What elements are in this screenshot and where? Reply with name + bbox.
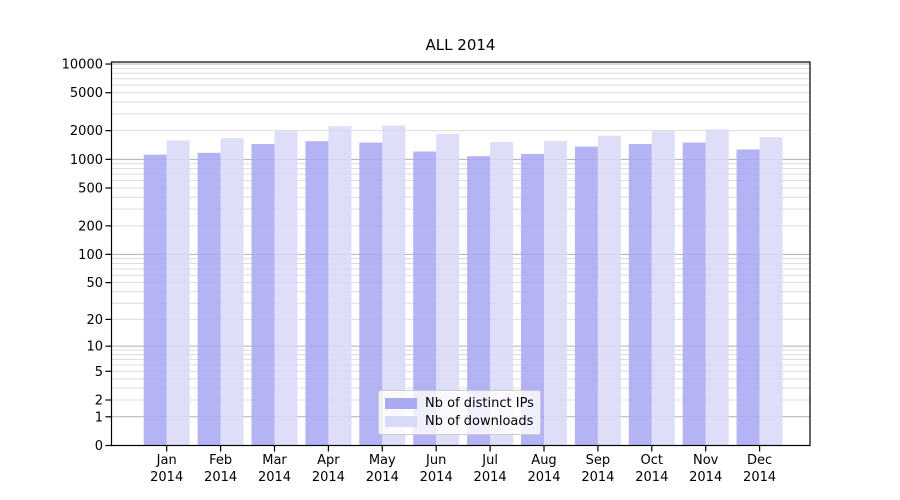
- x-tick-label-year: 2014: [527, 470, 560, 485]
- bar-distinct-ips-dec: [736, 149, 760, 446]
- x-tick-label-year: 2014: [689, 470, 722, 485]
- bar-distinct-ips-feb: [197, 152, 221, 446]
- x-tick-label-year: 2014: [150, 470, 183, 485]
- bar-downloads-oct: [651, 131, 675, 446]
- x-tick-label-year: 2014: [474, 470, 507, 485]
- y-tick-label: 20: [86, 313, 103, 328]
- bar-downloads-jan: [166, 140, 190, 445]
- legend-swatch-downloads: [385, 416, 417, 427]
- bar-downloads-sep: [597, 135, 621, 445]
- bar-distinct-ips-oct: [628, 143, 652, 445]
- bar-distinct-ips-sep: [574, 146, 598, 445]
- x-tick-label-year: 2014: [420, 470, 453, 485]
- y-tick-label: 2000: [70, 124, 103, 139]
- legend-item-distinct-ips: Nb of distinct IPs: [385, 395, 540, 411]
- legend-item-downloads: Nb of downloads: [385, 413, 540, 429]
- y-tick-label: 50: [86, 276, 103, 291]
- x-tick-label-month: Nov: [693, 453, 719, 468]
- y-tick-label: 200: [78, 219, 103, 234]
- x-tick-label-year: 2014: [366, 470, 399, 485]
- x-tick-label-month: Aug: [531, 453, 556, 468]
- legend: Nb of distinct IPs Nb of downloads: [378, 390, 541, 435]
- y-tick-label: 10000: [62, 58, 103, 73]
- bar-downloads-aug: [544, 140, 567, 445]
- bar-distinct-ips-nov: [682, 142, 706, 446]
- x-tick-label-year: 2014: [581, 470, 614, 485]
- x-tick-label-year: 2014: [635, 470, 668, 485]
- x-tick-label-month: Feb: [209, 453, 232, 468]
- bar-distinct-ips-jun: [413, 151, 437, 445]
- x-tick-label-year: 2014: [743, 470, 776, 485]
- legend-label-distinct-ips: Nb of distinct IPs: [425, 395, 534, 411]
- y-tick-label: 1000: [70, 153, 103, 168]
- y-tick-label: 500: [78, 182, 103, 197]
- x-tick-label-month: Dec: [747, 453, 772, 468]
- y-tick-label: 1: [95, 410, 103, 425]
- bar-distinct-ips-aug: [521, 153, 544, 445]
- x-tick-label-month: Jun: [425, 453, 446, 468]
- bar-downloads-jun: [436, 133, 460, 445]
- bar-downloads-dec: [759, 137, 783, 445]
- x-tick-label-year: 2014: [312, 470, 345, 485]
- x-tick-label-month: May: [369, 453, 396, 468]
- bar-downloads-nov: [705, 129, 729, 445]
- x-tick-label-month: Apr: [317, 453, 340, 468]
- axes-frame: [110, 61, 811, 447]
- bar-downloads-may: [382, 125, 406, 445]
- x-tick-label-year: 2014: [258, 470, 291, 485]
- bar-distinct-ips-mar: [251, 143, 275, 445]
- bar-downloads-apr: [328, 126, 352, 446]
- x-tick-label-month: Sep: [586, 453, 611, 468]
- bar-distinct-ips-apr: [305, 141, 329, 445]
- x-tick-label-month: Jul: [481, 453, 498, 468]
- bar-downloads-mar: [274, 131, 298, 445]
- y-tick-label: 2: [95, 393, 103, 408]
- bar-downloads-jul: [490, 142, 514, 445]
- y-tick-label: 0: [95, 439, 103, 454]
- bar-distinct-ips-may: [359, 142, 383, 446]
- y-tick-label: 5000: [70, 86, 103, 101]
- bar-distinct-ips-jul: [467, 156, 491, 445]
- y-tick-label: 10: [86, 340, 103, 355]
- legend-label-downloads: Nb of downloads: [425, 413, 534, 429]
- y-tick-label: 5: [95, 365, 103, 380]
- chart-title: ALL 2014: [425, 36, 496, 54]
- x-tick-label-year: 2014: [204, 470, 237, 485]
- legend-swatch-distinct-ips: [385, 398, 417, 409]
- bar-downloads-feb: [220, 138, 244, 446]
- x-tick-label-month: Oct: [641, 453, 663, 468]
- bar-distinct-ips-jan: [143, 154, 167, 446]
- x-tick-label-month: Jan: [156, 453, 177, 468]
- y-tick-label: 100: [78, 248, 103, 263]
- x-tick-label-month: Mar: [262, 453, 287, 468]
